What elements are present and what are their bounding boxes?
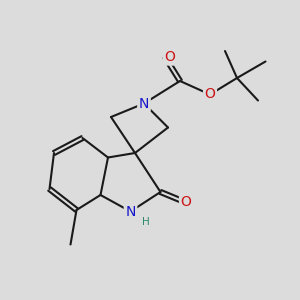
Text: N: N — [139, 97, 149, 110]
Text: O: O — [205, 88, 215, 101]
Text: H: H — [142, 217, 149, 227]
Text: O: O — [181, 196, 191, 209]
Text: O: O — [164, 50, 175, 64]
Text: N: N — [125, 205, 136, 218]
